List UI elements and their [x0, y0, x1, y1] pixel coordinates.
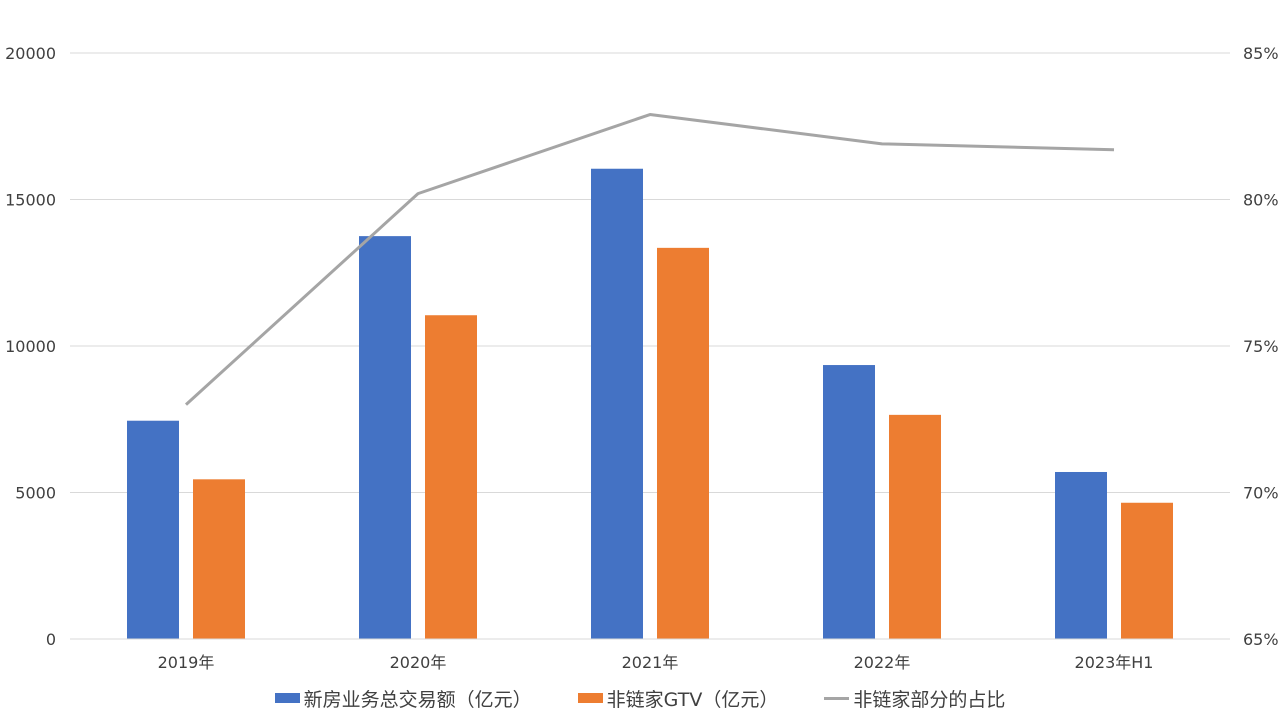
bar-total-transaction — [359, 236, 411, 639]
y2-tick-label: 65% — [1243, 630, 1279, 649]
x-tick-label: 2023年H1 — [1075, 653, 1154, 672]
x-tick-label: 2020年 — [390, 653, 447, 672]
y2-tick-label: 75% — [1243, 337, 1279, 356]
bar-non-lianjia-gtv — [1121, 502, 1173, 639]
y-tick-label: 0 — [46, 630, 56, 649]
legend-swatch-blue — [274, 693, 300, 703]
y-tick-label: 15000 — [5, 191, 56, 210]
chart-svg: 0 5000 10000 15000 20000 65% 70% 75% 80% 85% 2019年… — [5, 44, 1278, 672]
x-tick-label: 2019年 — [158, 653, 215, 672]
bar-total-transaction — [127, 420, 179, 639]
bar-non-lianjia-gtv — [889, 414, 941, 639]
axes: 0 5000 10000 15000 20000 65% 70% 75% 80% 85% 2019年… — [5, 44, 1278, 672]
x-tick-label: 2022年 — [854, 653, 911, 672]
line-series — [184, 113, 1115, 406]
legend-label: 非链家GTV（亿元） — [606, 688, 779, 711]
bar-total-transaction — [1055, 471, 1107, 639]
legend-item-non-lianjia-share: 非链家部分的占比 — [824, 685, 1005, 712]
legend-swatch-orange — [577, 693, 603, 703]
bars — [127, 168, 1173, 640]
x-tick-label: 2021年 — [622, 653, 679, 672]
bar-total-transaction — [591, 168, 643, 640]
bar-total-transaction — [823, 365, 875, 639]
legend-label: 非链家部分的占比 — [853, 688, 1006, 711]
line-non-lianjia-share — [184, 113, 1115, 406]
y-tick-label: 10000 — [5, 337, 56, 356]
legend-line-gray — [824, 696, 850, 700]
legend: 新房业务总交易额（亿元） 非链家GTV（亿元） 非链家部分的占比 — [0, 682, 1280, 714]
bar-non-lianjia-gtv — [193, 479, 245, 639]
y2-tick-label: 70% — [1243, 484, 1279, 503]
legend-item-non-lianjia-gtv: 非链家GTV（亿元） — [577, 685, 779, 712]
y-tick-label: 20000 — [5, 44, 56, 63]
legend-label: 新房业务总交易额（亿元） — [303, 688, 532, 711]
y2-tick-label: 80% — [1243, 191, 1279, 210]
bar-non-lianjia-gtv — [425, 315, 477, 639]
bar-non-lianjia-gtv — [657, 247, 709, 639]
y2-tick-label: 85% — [1243, 44, 1279, 63]
y-tick-label: 5000 — [15, 484, 56, 503]
legend-item-total-transaction: 新房业务总交易额（亿元） — [274, 685, 532, 712]
